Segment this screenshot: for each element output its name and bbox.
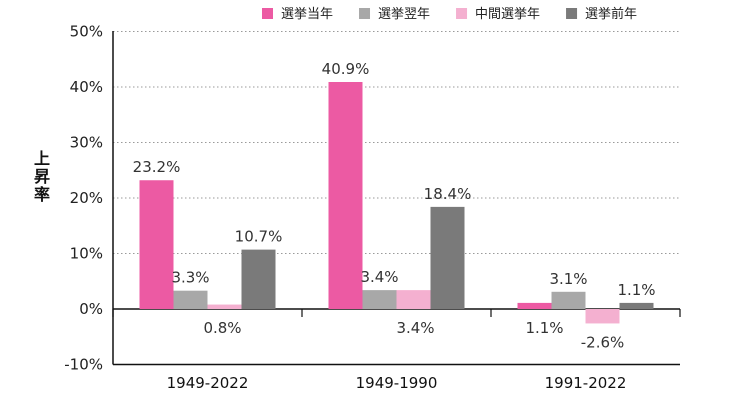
data-label: 1.1% [525, 319, 563, 337]
category-label: 1991-2022 [545, 374, 627, 392]
y-axis-label-char: 上 [34, 149, 50, 168]
legend-label: 中間選挙年 [475, 7, 540, 22]
y-tick-label: 50% [70, 23, 103, 41]
legend-swatch [566, 8, 578, 19]
legend: 選挙当年 選挙翌年 中間選挙年 選挙前年 [262, 6, 637, 22]
data-label: 23.2% [133, 158, 181, 176]
bar [619, 302, 654, 309]
data-label: 3.3% [171, 269, 209, 287]
data-labels: 23.2% 3.3% 0.8% 10.7% 40.9% 3.4% 3.4% 18.4% 1.1%… [133, 60, 656, 351]
y-tick-label: 40% [70, 78, 103, 96]
data-label: 1.1% [617, 281, 655, 299]
legend-label: 選挙前年 [585, 6, 637, 22]
bar [241, 249, 276, 309]
y-axis-label: 上昇率 [34, 149, 50, 204]
axes: 50% 40% 30% 20% 10% 0% -10% 1949-2022 1949-1990 1… [64, 23, 681, 392]
legend-swatch [359, 8, 371, 19]
y-tick-label: -10% [64, 356, 103, 374]
data-label: 18.4% [424, 185, 472, 203]
bar [517, 302, 552, 309]
bar [173, 290, 208, 309]
bar [430, 206, 465, 309]
legend-label: 選挙当年 [281, 7, 333, 22]
y-tick-label: 0% [79, 300, 103, 318]
bar [396, 290, 431, 309]
bar [207, 304, 242, 309]
data-label: 0.8% [203, 319, 241, 337]
y-axis-label-char: 昇 [34, 167, 50, 186]
data-label: -2.6% [581, 333, 625, 351]
data-label: 3.4% [396, 319, 434, 337]
data-label: 3.1% [549, 270, 587, 288]
legend-swatch [262, 8, 273, 19]
grid-lines [113, 31, 680, 254]
bar [551, 291, 586, 309]
legend-swatch [456, 8, 468, 19]
data-label: 10.7% [235, 228, 283, 246]
bars [139, 82, 654, 324]
category-label: 1949-2022 [167, 374, 249, 392]
legend-label: 選挙翌年 [378, 7, 430, 22]
category-label: 1949-1990 [356, 374, 438, 392]
bar [362, 290, 397, 309]
y-tick-label: 10% [70, 245, 103, 263]
y-axis-label-char: 率 [34, 185, 50, 204]
data-label: 3.4% [360, 268, 398, 286]
y-tick-label: 20% [70, 189, 103, 207]
bar [585, 309, 620, 324]
bar [139, 180, 174, 309]
y-tick-label: 30% [70, 134, 103, 152]
bar [328, 82, 363, 309]
data-label: 40.9% [322, 60, 370, 78]
